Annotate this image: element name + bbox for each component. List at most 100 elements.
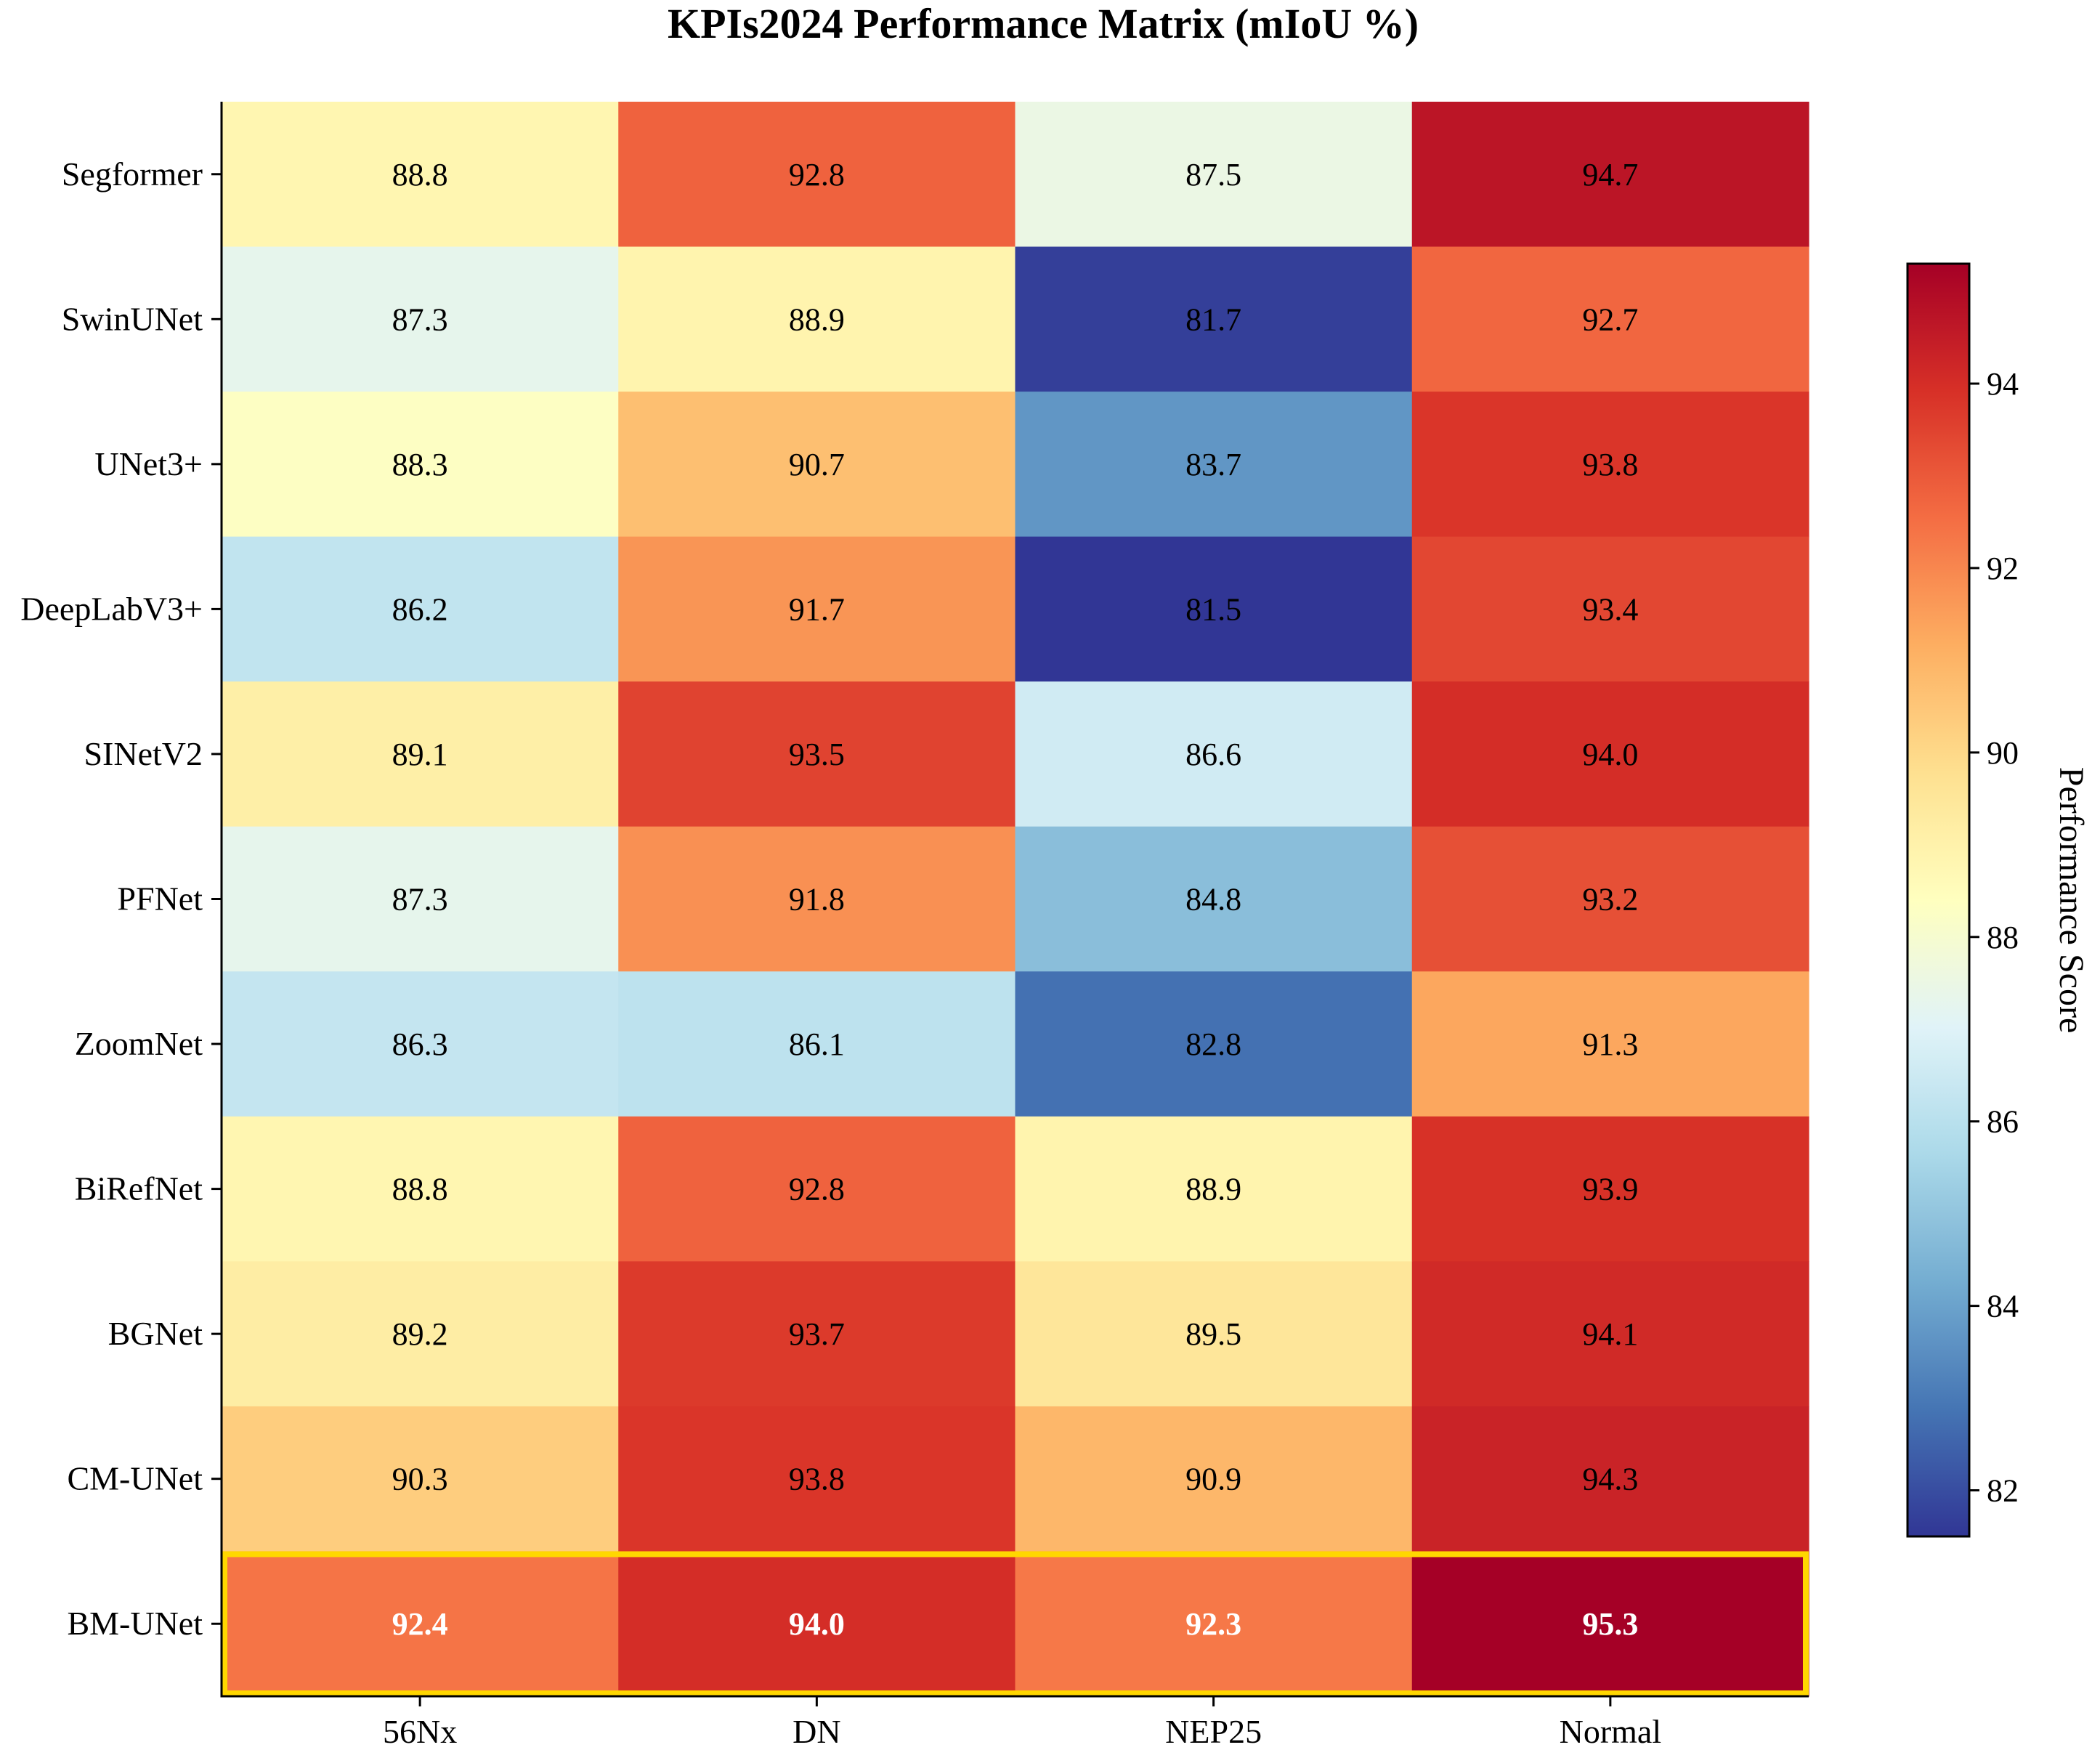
heatmap-cell: [1411, 536, 1809, 682]
row-label-birefnet: BiRefNet: [75, 1170, 203, 1207]
cell-value-label: 91.7: [789, 591, 845, 627]
row-label-segformer: Segformer: [62, 155, 203, 193]
row-label-swinunet: SwinUNet: [62, 300, 203, 337]
column-label-56nx: 56Nx: [383, 1713, 457, 1750]
axes: [211, 102, 1809, 1706]
colorbar-tick-label: 84: [1987, 1289, 2019, 1324]
column-label-normal: Normal: [1560, 1713, 1662, 1750]
cell-value-label: 88.3: [392, 447, 448, 482]
row-label-zoomnet: ZoomNet: [75, 1025, 203, 1062]
heatmap-cell: [1411, 681, 1809, 827]
y-axis-tick-labels: Segformer SwinUNet UNet3+ DeepLabV3+ SINetV2…: [20, 155, 203, 1642]
cell-value-label: 82.8: [1185, 1026, 1241, 1062]
heatmap-cell: [618, 246, 1016, 392]
cell-value-label: 93.2: [1582, 882, 1638, 918]
cell-value-label: 94.0: [1582, 737, 1638, 772]
heatmap-cell: [618, 1551, 1016, 1697]
heatmap-cell: [222, 392, 619, 538]
heatmap-cell: [222, 102, 619, 248]
cell-value-label: 81.7: [1185, 301, 1241, 337]
heatmap-cell: [618, 102, 1016, 248]
cell-value-label: 84.8: [1185, 882, 1241, 918]
colorbar-gradient: [1906, 262, 1971, 1538]
heatmap-cell: [1411, 1116, 1809, 1262]
colorbar-tick-label: 82: [1987, 1473, 2019, 1509]
column-label-dn: DN: [792, 1713, 840, 1750]
heatmap-cell: [1411, 392, 1809, 538]
cell-value-label: 88.9: [789, 301, 845, 337]
heatmap-cell: [222, 246, 619, 392]
heatmap-cell: [1015, 102, 1413, 248]
cell-value-label: 89.1: [392, 737, 448, 772]
row-label-bgnet: BGNet: [108, 1315, 203, 1352]
column-label-nep25: NEP25: [1165, 1713, 1262, 1750]
cell-value-label: 90.9: [1185, 1462, 1241, 1497]
heatmap-cell: [1015, 1551, 1413, 1697]
heatmap-cell: [618, 1406, 1016, 1552]
highlight-box-group: [222, 1551, 1809, 1697]
cell-value-label: 95.3: [1582, 1606, 1638, 1642]
cell-value-label: 91.8: [789, 882, 845, 918]
cell-value-label: 89.5: [1185, 1316, 1241, 1352]
cell-value-label: 88.8: [392, 157, 448, 193]
heatmap-cell: [222, 1261, 619, 1407]
heatmap-cell: [1015, 1261, 1413, 1407]
heatmap-cell: [618, 536, 1016, 682]
heatmap-cell: [1411, 1551, 1809, 1697]
cell-value-label: 92.4: [392, 1606, 448, 1642]
cell-value-label: 93.9: [1582, 1172, 1638, 1207]
heatmap-cell: [1411, 971, 1809, 1117]
heatmap-cell: [222, 1551, 619, 1697]
row-label-cm-unet: CM-UNet: [67, 1460, 203, 1497]
cell-value-label: 94.1: [1582, 1316, 1638, 1352]
heatmap-cell: [618, 1261, 1016, 1407]
colorbar-tick-label: 86: [1987, 1104, 2019, 1140]
heatmap-cell: [1015, 1406, 1413, 1552]
heatmap-cell: [1411, 102, 1809, 248]
heatmap-cell: [222, 1116, 619, 1262]
heatmap-cell: [618, 971, 1016, 1117]
x-axis-tick-labels: 56Nx DN NEP25 Normal: [383, 1713, 1661, 1750]
cell-value-label: 90.7: [789, 447, 845, 482]
heatmap-cell: [618, 1116, 1016, 1262]
heatmap-cells: [222, 102, 1809, 1697]
cell-value-label: 92.3: [1185, 1606, 1241, 1642]
colorbar-label: Performance Score: [2052, 767, 2091, 1034]
heatmap-cell: [222, 971, 619, 1117]
heatmap-cell: [1411, 1261, 1809, 1407]
heatmap-cell: [1411, 826, 1809, 972]
colorbar-tick-label: 90: [1987, 735, 2019, 771]
heatmap-cell: [222, 1406, 619, 1552]
cell-value-label: 90.3: [392, 1462, 448, 1497]
cell-value-label: 93.7: [789, 1316, 845, 1352]
cell-value-label: 81.5: [1185, 591, 1241, 627]
cell-value-label: 92.7: [1582, 301, 1638, 337]
cell-value-label: 87.3: [392, 882, 448, 918]
cell-value-label: 91.3: [1582, 1026, 1638, 1062]
cell-value-label: 86.6: [1185, 737, 1241, 772]
cell-value-label: 94.3: [1582, 1462, 1638, 1497]
colorbar-tick-label: 92: [1987, 551, 2019, 586]
heatmap-cell: [618, 392, 1016, 538]
heatmap-cell: [1015, 1116, 1413, 1262]
heatmap-cell-labels: 88.8 92.8 87.5 94.7 87.3 88.9 81.7 92.7 88.3 90.7…: [392, 157, 1639, 1642]
row-label-unet3: UNet3+: [94, 445, 203, 482]
chart-title: KPIs2024 Performance Matrix (mIoU %): [668, 0, 1419, 47]
colorbar-tick-label: 88: [1987, 920, 2019, 955]
cell-value-label: 93.5: [789, 737, 845, 772]
colorbar: 82 84 86 88 90 92 94 Performance Score: [1906, 262, 2091, 1538]
cell-value-label: 86.1: [789, 1026, 845, 1062]
cell-value-label: 83.7: [1185, 447, 1241, 482]
heatmap-cell: [1015, 246, 1413, 392]
cell-value-label: 94.0: [789, 1606, 845, 1642]
heatmap-cell: [1015, 681, 1413, 827]
cell-value-label: 87.3: [392, 301, 448, 337]
cell-value-label: 89.2: [392, 1316, 448, 1352]
heatmap-cell: [222, 826, 619, 972]
heatmap-cell: [618, 826, 1016, 972]
cell-value-label: 93.4: [1582, 591, 1638, 627]
row-label-pfnet: PFNet: [117, 880, 203, 918]
cell-value-label: 92.8: [789, 1172, 845, 1207]
cell-value-label: 86.3: [392, 1026, 448, 1062]
